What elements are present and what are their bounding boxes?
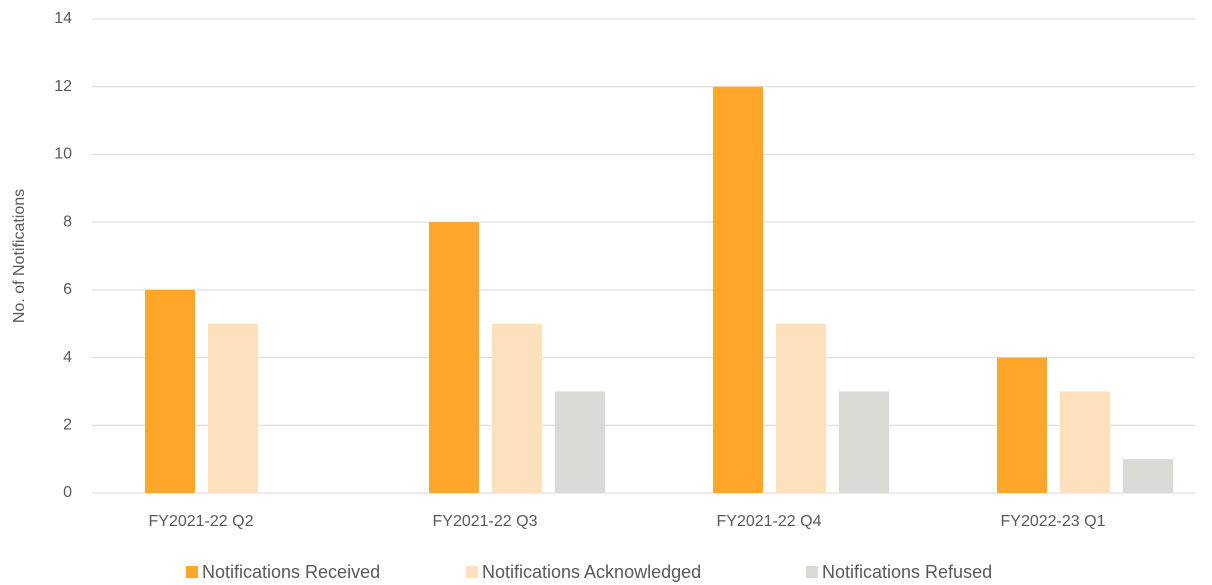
x-tick-label: FY2021-22 Q2 (149, 513, 254, 530)
bar (145, 289, 195, 493)
bar (776, 323, 826, 493)
bar (1060, 391, 1110, 493)
y-tick-label: 0 (63, 484, 72, 501)
y-tick-label: 12 (54, 78, 72, 95)
bar (1123, 459, 1173, 493)
y-tick-label: 4 (63, 349, 72, 366)
bar (429, 222, 479, 493)
y-tick-label: 14 (54, 10, 72, 27)
legend-label: Notifications Refused (822, 562, 992, 582)
x-tick-label: FY2021-22 Q4 (717, 513, 822, 530)
bar (555, 391, 605, 493)
legend-swatch (466, 566, 478, 578)
y-tick-label: 8 (63, 213, 72, 230)
bar (492, 323, 542, 493)
bar (713, 86, 763, 493)
legend-label: Notifications Received (202, 562, 380, 582)
y-axis-label: No. of Notifications (11, 189, 28, 323)
x-tick-label: FY2022-23 Q1 (1001, 513, 1106, 530)
legend-swatch (806, 566, 818, 578)
x-tick-label: FY2021-22 Q3 (433, 513, 538, 530)
y-tick-label: 10 (54, 146, 72, 163)
bar (208, 323, 258, 493)
y-tick-label: 2 (63, 417, 72, 434)
bar (997, 357, 1047, 493)
legend-label: Notifications Acknowledged (482, 562, 701, 582)
legend-swatch (186, 566, 198, 578)
y-tick-label: 6 (63, 281, 72, 298)
bar (839, 391, 889, 493)
